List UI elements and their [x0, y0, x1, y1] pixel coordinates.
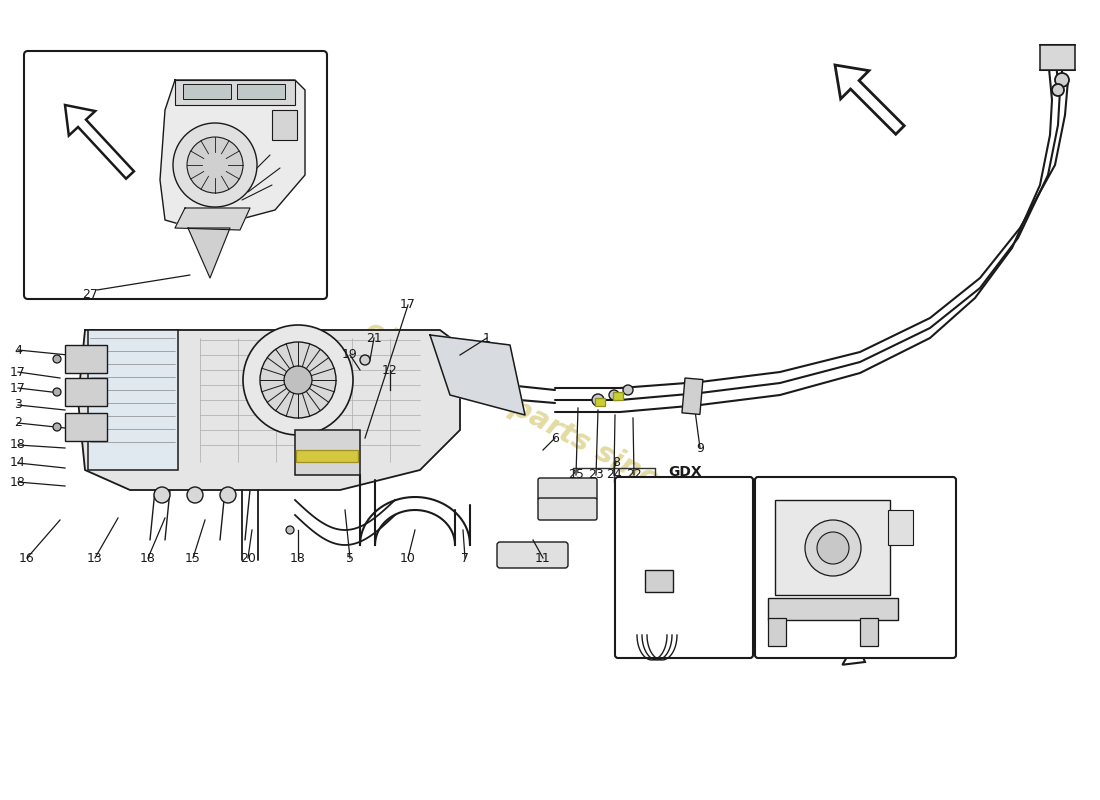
- Bar: [595, 398, 605, 406]
- Text: 8: 8: [612, 455, 620, 469]
- Circle shape: [360, 355, 370, 365]
- Text: GDX: GDX: [668, 465, 702, 479]
- Text: 16: 16: [19, 551, 35, 565]
- Circle shape: [623, 385, 632, 395]
- Bar: [183, 84, 231, 99]
- Text: 27: 27: [82, 289, 98, 302]
- Text: 5: 5: [346, 551, 354, 565]
- Circle shape: [1052, 84, 1064, 96]
- Circle shape: [1055, 73, 1069, 87]
- Bar: [613, 392, 623, 400]
- Bar: [65, 378, 107, 406]
- Text: 17: 17: [400, 298, 416, 311]
- Text: 24: 24: [606, 469, 621, 482]
- Text: 28: 28: [932, 489, 948, 502]
- Polygon shape: [835, 65, 904, 134]
- Polygon shape: [188, 228, 230, 278]
- Circle shape: [154, 487, 170, 503]
- Text: 1: 1: [483, 331, 491, 345]
- Text: 22: 22: [626, 469, 642, 482]
- Text: 11: 11: [535, 551, 551, 565]
- Bar: [768, 598, 898, 620]
- Circle shape: [592, 394, 604, 406]
- Text: 19: 19: [342, 349, 358, 362]
- Polygon shape: [645, 499, 688, 534]
- Text: 13: 13: [87, 551, 103, 565]
- Bar: [272, 110, 297, 140]
- Circle shape: [609, 390, 619, 400]
- Polygon shape: [817, 631, 865, 665]
- FancyBboxPatch shape: [755, 477, 956, 658]
- Polygon shape: [78, 330, 460, 490]
- Circle shape: [220, 487, 236, 503]
- Circle shape: [53, 423, 60, 431]
- Text: 12: 12: [382, 363, 398, 377]
- Text: 9: 9: [696, 442, 704, 454]
- Bar: [65, 345, 107, 373]
- Circle shape: [805, 520, 861, 576]
- Text: 6: 6: [551, 431, 559, 445]
- Text: 17: 17: [10, 366, 26, 378]
- Text: 2: 2: [14, 417, 22, 430]
- FancyBboxPatch shape: [538, 478, 597, 500]
- Text: 3: 3: [14, 398, 22, 411]
- Text: 15: 15: [185, 551, 201, 565]
- Bar: [236, 84, 285, 99]
- Bar: [1040, 45, 1075, 70]
- Circle shape: [817, 532, 849, 564]
- Bar: [776, 500, 890, 595]
- Polygon shape: [65, 105, 134, 178]
- FancyBboxPatch shape: [538, 498, 597, 520]
- Text: 17: 17: [10, 382, 26, 394]
- FancyBboxPatch shape: [615, 477, 754, 658]
- Text: 14: 14: [10, 457, 26, 470]
- Text: 21: 21: [366, 331, 382, 345]
- Text: 18: 18: [140, 551, 156, 565]
- FancyBboxPatch shape: [24, 51, 327, 299]
- Circle shape: [286, 526, 294, 534]
- Text: 4: 4: [14, 343, 22, 357]
- Bar: [645, 570, 673, 592]
- Text: 7: 7: [461, 551, 469, 565]
- Text: 20: 20: [240, 551, 256, 565]
- Bar: [860, 618, 878, 646]
- Bar: [65, 413, 107, 441]
- Polygon shape: [160, 80, 305, 230]
- Circle shape: [53, 355, 60, 363]
- Circle shape: [53, 388, 60, 396]
- Circle shape: [187, 487, 204, 503]
- Text: 25: 25: [568, 469, 584, 482]
- Text: 18: 18: [290, 551, 306, 565]
- Circle shape: [260, 342, 336, 418]
- Circle shape: [173, 123, 257, 207]
- Bar: [295, 430, 360, 475]
- Circle shape: [187, 137, 243, 193]
- Bar: [768, 618, 786, 646]
- Polygon shape: [430, 335, 525, 415]
- Text: 18: 18: [10, 475, 26, 489]
- Circle shape: [243, 325, 353, 435]
- Text: 10: 10: [400, 551, 416, 565]
- Bar: [888, 510, 913, 545]
- Text: 23: 23: [588, 469, 604, 482]
- Text: 26: 26: [652, 642, 668, 654]
- Bar: [296, 450, 358, 462]
- Bar: [88, 330, 178, 470]
- Bar: [175, 80, 295, 105]
- Bar: [682, 378, 703, 414]
- FancyBboxPatch shape: [497, 542, 568, 568]
- Circle shape: [284, 366, 312, 394]
- Text: elliott for parts since 1985: elliott for parts since 1985: [361, 315, 760, 545]
- Text: 18: 18: [10, 438, 26, 451]
- Polygon shape: [175, 208, 250, 230]
